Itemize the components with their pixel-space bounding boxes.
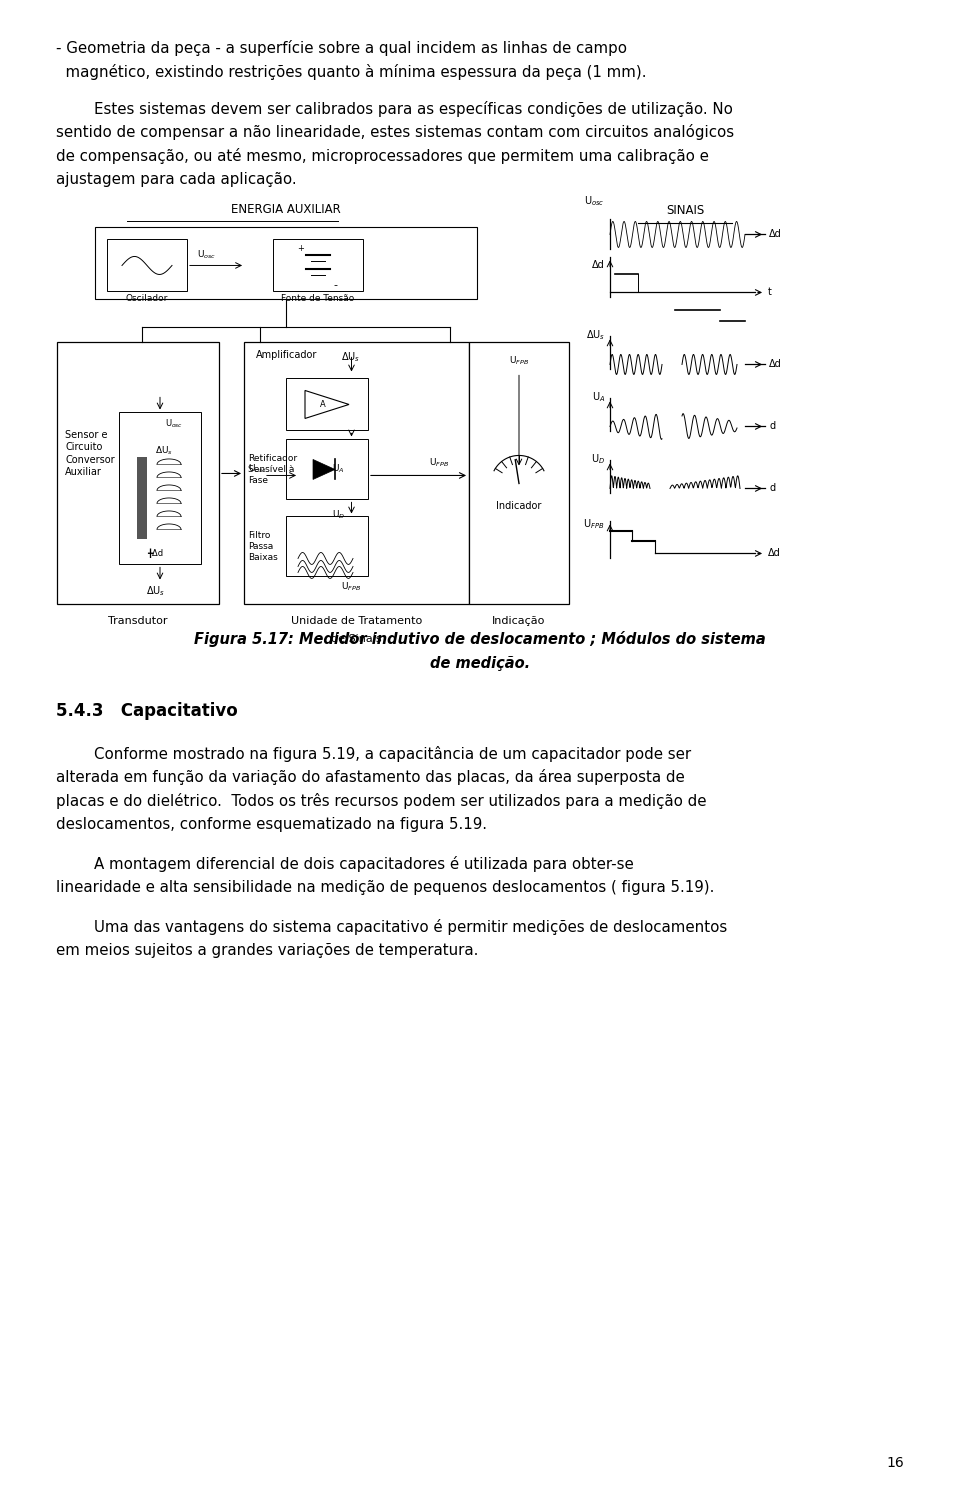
Bar [119, 413, 201, 565]
Bar [484, 446, 554, 491]
Text: Δd: Δd [768, 548, 780, 559]
Bar [286, 440, 368, 500]
Text: magnético, existindo restrições quanto à mínima espessura da peça (1 mm).: magnético, existindo restrições quanto à… [56, 63, 646, 80]
Text: Amplificador: Amplificador [256, 350, 318, 360]
Text: d: d [769, 422, 775, 431]
Text: U$_{osc}$: U$_{osc}$ [248, 463, 267, 475]
Text: U$_{osc}$: U$_{osc}$ [585, 195, 605, 209]
Text: U$_A$: U$_A$ [332, 463, 345, 475]
Text: Unidade de Tratamento: Unidade de Tratamento [291, 616, 422, 626]
Bar [95, 227, 477, 299]
Text: U$_A$: U$_A$ [591, 391, 605, 404]
Text: Filtro
Passa
Baixas: Filtro Passa Baixas [248, 530, 277, 562]
Text: d: d [769, 484, 775, 494]
Text: - Geometria da peça - a superfície sobre a qual incidem as linhas de campo: - Geometria da peça - a superfície sobre… [56, 41, 627, 56]
Text: Δd: Δd [769, 359, 781, 369]
Text: Indicação: Indicação [492, 616, 545, 626]
Text: U$_{osc}$: U$_{osc}$ [197, 249, 216, 261]
Text: U$_D$: U$_D$ [591, 452, 605, 467]
Text: Uma das vantagens do sistema capacitativo é permitir medições de deslocamentos: Uma das vantagens do sistema capacitativ… [94, 919, 728, 936]
Text: ΔU$_s$: ΔU$_s$ [586, 329, 605, 342]
Text: ΔU$_s$: ΔU$_s$ [155, 445, 173, 457]
Text: t: t [768, 287, 772, 297]
Text: ajustagem para cada aplicação.: ajustagem para cada aplicação. [56, 173, 297, 188]
Text: de compensação, ou até mesmo, microprocessadores que permitem uma calibração e: de compensação, ou até mesmo, microproce… [56, 149, 708, 164]
Text: U$_{FPB}$: U$_{FPB}$ [429, 457, 449, 470]
Text: +: + [298, 245, 304, 254]
Bar [107, 239, 187, 291]
Text: de medição.: de medição. [430, 656, 530, 671]
Text: Δd: Δd [769, 230, 781, 239]
Bar [137, 458, 147, 539]
Bar [286, 517, 368, 577]
Text: A montagem diferencial de dois capacitadores é utilizada para obter-se: A montagem diferencial de dois capacitad… [94, 856, 634, 873]
Text: ΔU$_s$: ΔU$_s$ [146, 584, 166, 598]
Text: 16: 16 [886, 1455, 904, 1470]
Text: U$_{FPB}$: U$_{FPB}$ [342, 580, 362, 593]
Text: Sensor e
Circuito
Conversor
Auxiliar: Sensor e Circuito Conversor Auxiliar [65, 430, 114, 478]
Text: sentido de compensar a não linearidade, estes sistemas contam com circuitos anal: sentido de compensar a não linearidade, … [56, 125, 734, 141]
Text: deslocamentos, conforme esquematizado na figura 5.19.: deslocamentos, conforme esquematizado na… [56, 817, 487, 832]
Text: Conforme mostrado na figura 5.19, a capacitância de um capacitador pode ser: Conforme mostrado na figura 5.19, a capa… [94, 745, 691, 762]
Text: de Sinais: de Sinais [331, 634, 382, 644]
Text: Indicador: Indicador [496, 502, 541, 512]
Bar [469, 342, 569, 604]
Text: Transdutor: Transdutor [108, 616, 168, 626]
Text: Δd: Δd [592, 260, 605, 270]
Text: ENERGIA AUXILIAR: ENERGIA AUXILIAR [231, 203, 341, 216]
Polygon shape [313, 460, 335, 479]
Text: ΔU$_s$: ΔU$_s$ [341, 350, 360, 365]
Bar [286, 379, 368, 431]
Bar [57, 342, 219, 604]
Text: U$_{osc}$: U$_{osc}$ [165, 418, 183, 430]
Text: Retificador
Sensível à
Fase: Retificador Sensível à Fase [248, 454, 298, 485]
Text: U$_{FPB}$: U$_{FPB}$ [584, 518, 605, 532]
Text: Figura 5.17: Medidor indutivo de deslocamento ; Módulos do sistema: Figura 5.17: Medidor indutivo de desloca… [194, 631, 766, 647]
Text: linearidade e alta sensibilidade na medição de pequenos deslocamentos ( figura 5: linearidade e alta sensibilidade na medi… [56, 880, 714, 895]
Text: Fonte de Tensão: Fonte de Tensão [281, 294, 354, 303]
Text: Oscilador: Oscilador [126, 294, 168, 303]
Text: 5.4.3   Capacitativo: 5.4.3 Capacitativo [56, 701, 238, 719]
Text: em meios sujeitos a grandes variações de temperatura.: em meios sujeitos a grandes variações de… [56, 943, 478, 958]
Text: placas e do dielétrico.  Todos os três recursos podem ser utilizados para a medi: placas e do dielétrico. Todos os três re… [56, 793, 707, 810]
Text: U$_D$: U$_D$ [332, 508, 346, 521]
Bar [273, 239, 363, 291]
Text: -: - [333, 281, 337, 290]
Text: SINAIS: SINAIS [666, 204, 704, 218]
Text: U$_{FPB}$: U$_{FPB}$ [509, 354, 529, 366]
Text: ╋Δd: ╋Δd [147, 548, 163, 559]
Bar [244, 342, 469, 604]
Text: A: A [320, 400, 325, 409]
Text: Estes sistemas devem ser calibrados para as específicas condições de utilização.: Estes sistemas devem ser calibrados para… [94, 101, 732, 117]
Text: alterada em função da variação do afastamento das placas, da área superposta de: alterada em função da variação do afasta… [56, 769, 684, 786]
